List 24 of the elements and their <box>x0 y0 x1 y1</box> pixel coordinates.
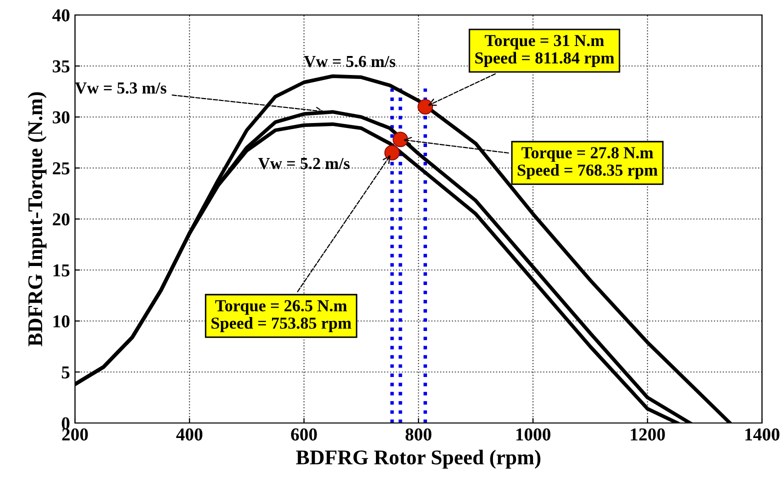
annotation: Torque = 31 N.m Speed = 811.84 rpm <box>475 34 614 67</box>
y-tick-label: 20 <box>52 213 70 226</box>
x-axis-title: BDFRG Rotor Speed (rpm) <box>296 450 540 469</box>
y-tick-label: 40 <box>52 9 70 22</box>
y-tick-label: 35 <box>52 60 70 72</box>
y-axis-title: BDFRG Input-Torque (N.m) <box>28 92 47 346</box>
x-tick-label: 400 <box>176 428 202 441</box>
x-tick-label: 1400 <box>745 428 780 441</box>
y-tick-label: 10 <box>54 315 70 328</box>
x-tick-label: 800 <box>406 428 432 441</box>
y-tick-label: 25 <box>52 162 70 174</box>
annotation: Torque = 26.5 N.m Speed = 753.85 rpm <box>211 300 352 332</box>
y-tick-label: 0 <box>62 417 70 430</box>
annotation: Torque = 27.8 N.m Speed = 768.35 rpm <box>518 147 658 180</box>
x-tick-label: 200 <box>62 428 88 441</box>
x-tick-label: 600 <box>291 428 317 441</box>
y-tick-label: 5 <box>62 366 70 378</box>
y-tick-label: 30 <box>52 111 70 124</box>
annotation: Vw = 5.6 m/s <box>304 56 396 68</box>
x-tick-label: 1000 <box>516 428 550 441</box>
x-tick-label: 1200 <box>630 428 665 441</box>
annotation: Vw = 5.2 m/s <box>258 158 350 170</box>
annotation: Vw = 5.3 m/s <box>75 82 166 94</box>
y-tick-label: 15 <box>54 264 70 276</box>
